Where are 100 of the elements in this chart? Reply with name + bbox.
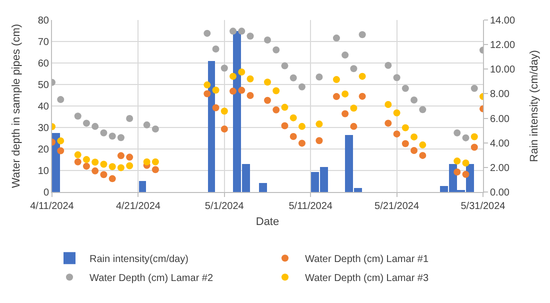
point [281,62,288,70]
point [74,112,82,120]
point [57,96,64,104]
y2-tick-label: 14.00 [490,16,516,26]
point [358,92,366,100]
point [350,122,358,130]
point [454,168,461,176]
point [108,175,116,182]
point [100,171,108,178]
point [281,104,288,111]
point [92,167,99,174]
point [316,120,323,128]
legend-label: Water Depth (cm) Lamar #1 [305,254,429,265]
y2-tick-label: 6.00 [490,114,510,125]
point [410,96,418,104]
x-axis-title: Date [256,216,280,228]
point [204,90,211,98]
point [82,162,90,170]
x-tick-label: 5/11/2024 [288,201,333,212]
x-tick-label: 5/31/2024 [460,201,506,212]
y2-tick-label: 10.00 [490,64,516,76]
point [281,122,288,130]
x-tick-label: 4/11/2024 [30,201,74,212]
point [238,28,246,35]
point [246,32,254,40]
y2-tick-label: 4.00 [490,138,510,150]
point [393,130,400,138]
point [332,34,340,42]
y-tick-label: 70 [38,37,50,48]
point [100,129,108,136]
point [298,83,306,90]
point [342,110,349,118]
bar [259,183,267,192]
point [108,132,116,140]
point [462,134,470,142]
point [419,106,426,114]
point [290,133,297,140]
point [238,68,246,76]
y-tick-label: 0 [43,188,50,198]
point [419,152,426,159]
point [272,106,280,114]
point [316,137,323,144]
point [126,154,134,161]
y2-tick-label: 8.00 [490,89,510,100]
point [410,133,418,140]
point [358,72,366,80]
point [290,114,297,122]
bar [139,181,146,192]
point [419,141,426,148]
point [264,36,271,44]
point [230,28,237,35]
point [143,158,150,166]
legend-label: Water Depth (cm) Lamar #3 [305,273,429,284]
point [402,124,409,132]
y-tick-label: 80 [38,16,50,26]
point [57,147,64,154]
point [393,74,400,82]
y-tick-label: 20 [38,144,50,156]
bar [52,133,60,192]
point [204,30,211,37]
y-tick-label: 40 [38,102,50,112]
point [470,144,478,151]
point [298,140,306,147]
point [117,164,124,172]
y-tick-label: 30 [38,123,50,134]
point [100,160,108,168]
point [393,109,400,116]
point [454,158,461,165]
legend-label: Rain intensity(cm/day) [90,254,188,265]
point [264,96,271,104]
point [298,122,306,130]
point [230,72,237,80]
point [74,151,82,158]
point [264,78,271,86]
point [470,133,478,140]
bar [208,61,215,192]
point [230,88,237,95]
point [454,129,461,136]
point [332,76,340,84]
point [384,120,392,127]
point [57,137,64,144]
point [212,104,220,112]
y-tick-label: 10 [38,166,50,177]
point [92,122,99,130]
x-tick-label: 4/21/2024 [116,201,161,212]
point [82,120,90,127]
point [332,93,340,100]
y-axis-title: Water depth in sample pipes (cm) [10,24,23,188]
point [316,73,323,80]
point [152,158,159,166]
point [350,65,358,72]
point [358,31,366,38]
point [272,87,280,94]
point [117,134,124,142]
y2-axis-title: Rain intensity (cm/day) [528,50,541,162]
point [384,101,392,108]
y-tick-label: 50 [38,80,50,91]
point [220,126,228,133]
point [220,64,228,72]
point [402,84,409,92]
